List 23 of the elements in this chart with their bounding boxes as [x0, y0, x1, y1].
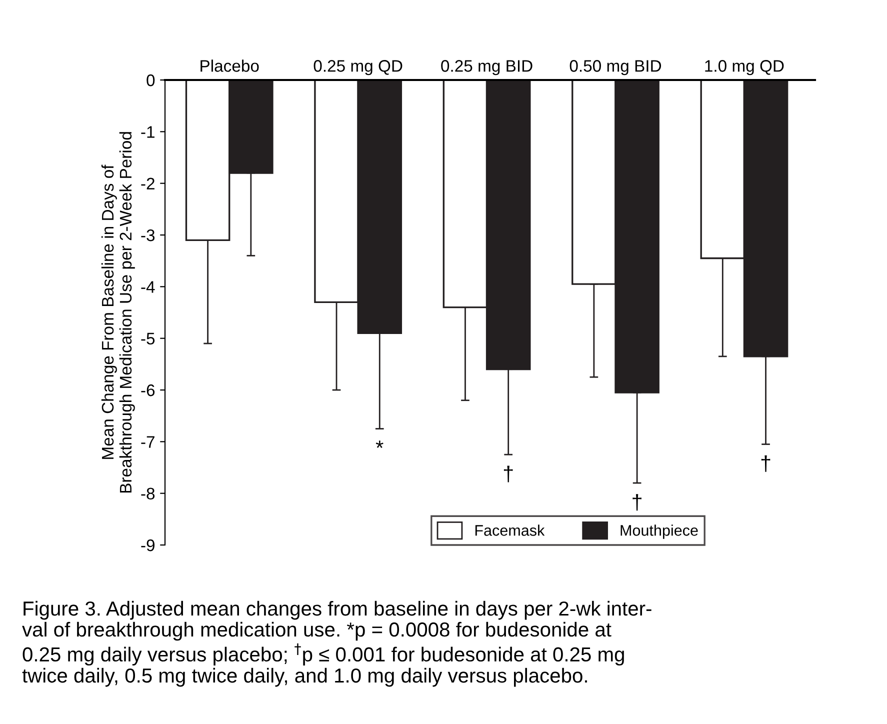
y-tick-label: -6	[141, 384, 155, 396]
y-tick-label: -8	[141, 488, 155, 500]
y-axis-title: Mean Change From Baseline in Days of Breakthrough Medication Use per 2-Week Period	[101, 132, 135, 493]
y-tick-label: -3	[141, 229, 155, 242]
annotation: †	[761, 455, 770, 472]
legend-label: Facemask	[475, 524, 545, 536]
y-tick-label: -4	[141, 281, 155, 293]
annotation: †	[632, 494, 642, 511]
x-tick-label: 0.25 mg QD	[314, 60, 402, 76]
y-tick-label: -9	[141, 539, 154, 552]
annotation: *	[376, 440, 384, 448]
x-tick-label: 1.0 mg QD	[705, 60, 784, 76]
legend-label: Mouthpiece	[620, 524, 698, 539]
y-tick-label: -7	[141, 436, 154, 448]
y-tick-label: -1	[141, 126, 154, 138]
y-tick-label: -2	[141, 178, 154, 190]
caption: Figure 3. Adjusted mean changes from baseline in days per 2-wk inter- val of breakthrough medication use. *p = 0.0008 for budesonide at 0.25 mg daily versus placebo; $^{†}$p ≤ 0.001 for budesonide at 0.25 mg twice daily, 0.5 mg twice daily, and 1.0 mg daily versus placebo.	[22, 600, 652, 687]
y-tick-label: 0	[146, 74, 155, 86]
annotation: †	[504, 466, 513, 482]
x-tick-label: Placebo	[200, 60, 259, 72]
x-tick-label: 0.50 mg BID	[570, 60, 662, 76]
y-tick-label: -5	[141, 332, 155, 345]
x-tick-label: 0.25 mg BID	[441, 60, 532, 76]
